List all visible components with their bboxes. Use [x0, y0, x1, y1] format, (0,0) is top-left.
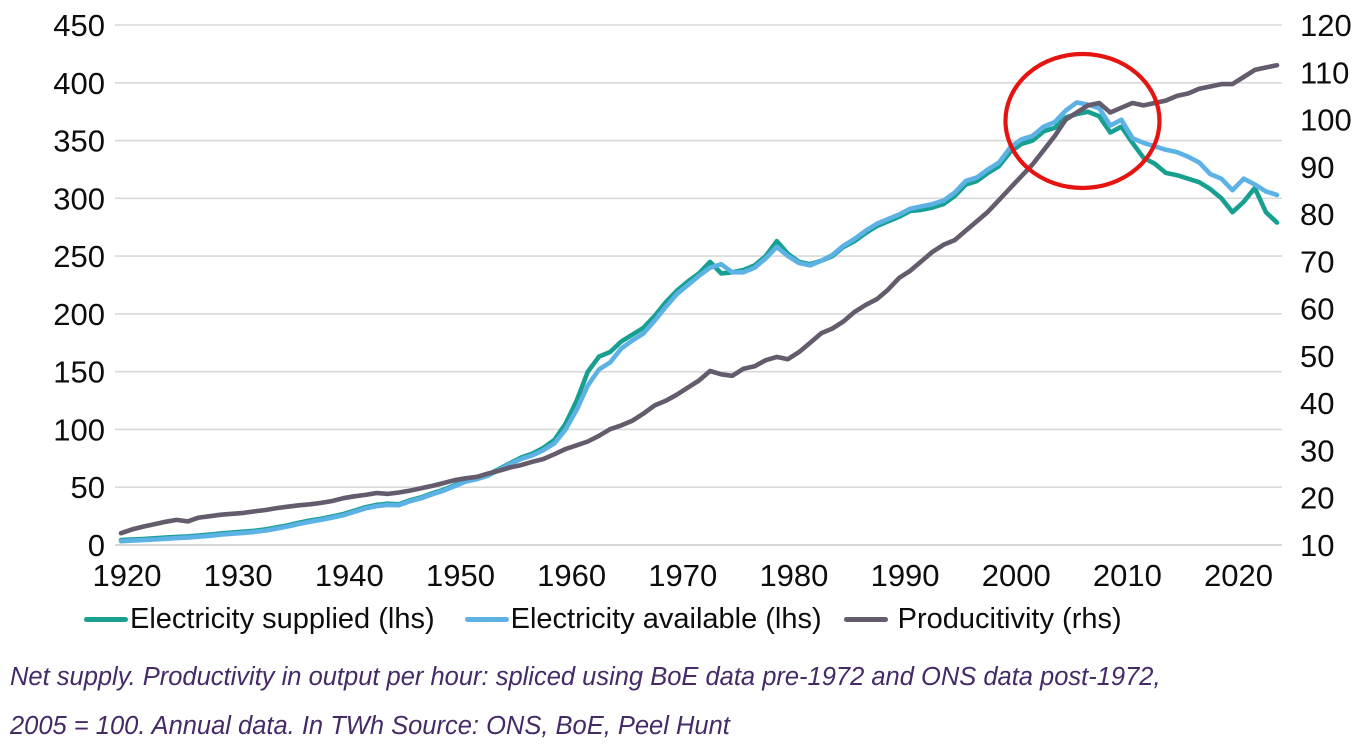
- x-axis-tick-label: 2020: [1204, 558, 1273, 592]
- chart-footnote: Net supply. Productivity in output per h…: [10, 653, 1368, 751]
- x-axis-tick-label: 1940: [315, 558, 384, 592]
- left-axis-tick-label: 150: [53, 355, 105, 390]
- right-axis-tick-label: 120: [1300, 8, 1352, 43]
- x-axis-tick-label: 2000: [982, 558, 1051, 592]
- right-axis-tick-label: 50: [1300, 339, 1334, 374]
- x-axis-tick-label: 2010: [1093, 558, 1162, 592]
- left-axis-tick-label: 200: [53, 297, 105, 332]
- legend-label: Electricity available (lhs): [510, 602, 822, 635]
- right-axis-tick-label: 10: [1300, 528, 1334, 563]
- x-axis-tick-label: 1980: [759, 558, 828, 592]
- legend-marker-purple-line: [843, 616, 888, 622]
- left-axis-tick-label: 350: [53, 124, 105, 159]
- left-axis-tick-label: 50: [71, 470, 105, 505]
- legend-item-productivity: Producitivity (rhs): [843, 602, 1122, 636]
- right-axis-tick-label: 40: [1300, 386, 1334, 421]
- chart-legend: Electricity supplied (lhs) Electricity a…: [0, 601, 1368, 637]
- legend-label: Producitivity (rhs): [897, 602, 1122, 635]
- series-line-producitivity-rhs: [118, 62, 1280, 536]
- legend-marker-blue-line: [464, 616, 509, 622]
- legend-marker-teal-line: [84, 616, 128, 622]
- right-axis-tick-label: 100: [1300, 103, 1352, 138]
- right-axis-tick-label: 30: [1300, 433, 1334, 468]
- x-axis-tick-label: 1920: [93, 558, 162, 592]
- x-axis-tick-label: 1970: [648, 558, 717, 592]
- footnote-line-2: 2005 = 100. Annual data. In TWh Source: …: [10, 711, 730, 740]
- left-axis-tick-label: 250: [53, 239, 105, 274]
- x-axis-tick-label: 1990: [871, 558, 940, 592]
- left-axis-tick-label: 400: [53, 66, 105, 101]
- right-axis-tick-label: 20: [1300, 481, 1334, 516]
- series-line-electricity-available-lhs: [118, 100, 1280, 544]
- right-axis-tick-label: 80: [1300, 197, 1334, 232]
- left-axis-tick-label: 100: [53, 412, 105, 447]
- x-axis-tick-label: 1930: [204, 558, 273, 592]
- x-axis-tick-label: 1950: [426, 558, 495, 592]
- right-axis-tick-label: 90: [1300, 150, 1334, 185]
- right-axis-tick-label: 60: [1300, 292, 1334, 327]
- legend-item-electricity-supplied: Electricity supplied (lhs): [84, 603, 435, 636]
- footnote-line-1: Net supply. Productivity in output per h…: [10, 663, 1161, 691]
- x-axis-tick-label: 1960: [537, 558, 606, 592]
- left-axis-tick-label: 300: [53, 181, 105, 216]
- left-axis-tick-label: 0: [88, 528, 105, 563]
- left-axis-tick-label: 450: [53, 8, 105, 43]
- legend-label: Electricity supplied (lhs): [130, 602, 435, 635]
- series-line-electricity-supplied-lhs: [118, 109, 1280, 543]
- highlight-circle-annotation: [1003, 51, 1162, 191]
- line-chart: 450 400 350 300 250 200 150 100 50 0 120 110 100 90 80…: [53, 8, 1352, 593]
- right-axis-tick-label: 70: [1300, 244, 1334, 279]
- legend-item-electricity-available: Electricity available (lhs): [464, 602, 822, 636]
- right-axis-tick-label: 110: [1300, 55, 1349, 90]
